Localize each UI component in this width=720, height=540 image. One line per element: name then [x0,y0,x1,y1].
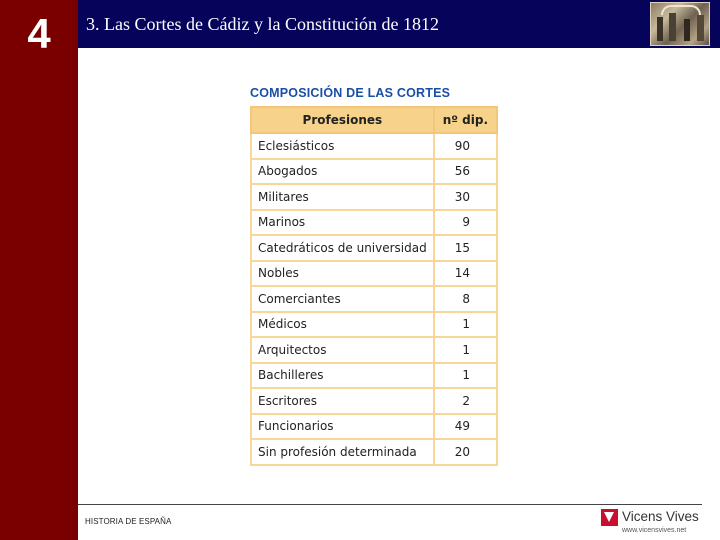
chapter-number: 4 [27,10,51,57]
cortes-composition-table: Profesiones nº dip. Eclesiásticos 90 Aboga… [250,106,499,466]
table-title: COMPOSICIÓN DE LAS CORTES [250,86,451,100]
table-header-row: Profesiones nº dip. [250,106,499,134]
table-row: Escritores 2 [250,387,499,415]
profession-cell: Funcionarios [250,412,435,440]
profession-cell: Eclesiásticos [250,132,435,160]
table-row: Bachilleres 1 [250,361,499,389]
deputies-count-cell: 2 [432,387,499,415]
profession-cell: Bachilleres [250,361,435,389]
footer-divider [78,504,702,505]
table-row: Comerciantes 8 [250,285,499,313]
deputies-count-cell: 14 [432,259,499,287]
deputies-count-cell: 8 [432,285,499,313]
footer-text: HISTORIA DE ESPAÑA [85,517,172,526]
table-row: Abogados 56 [250,157,499,185]
deputies-count-cell: 49 [432,412,499,440]
publisher-url: www.vicensvives.net [622,527,687,534]
deputies-count-cell: 1 [432,336,499,364]
table-row: Eclesiásticos 90 [250,132,499,160]
table-row: Catedráticos de universidad 15 [250,234,499,262]
table-body: Eclesiásticos 90 Abogados 56 Militares 30 Mari… [250,132,499,466]
profession-cell: Militares [250,183,435,211]
deputies-count-cell: 56 [432,157,499,185]
table-row: Funcionarios 49 [250,412,499,440]
profession-cell: Escritores [250,387,435,415]
deputies-count-cell: 15 [432,234,499,262]
column-header-num-diputados: nº dip. [432,106,499,134]
profession-cell: Marinos [250,208,435,236]
column-header-profesiones: Profesiones [250,106,435,134]
table-row: Nobles 14 [250,259,499,287]
slide-header: 3. Las Cortes de Cádiz y la Constitución… [78,0,720,48]
deputies-count-cell: 30 [432,183,499,211]
deputies-count-cell: 1 [432,310,499,338]
header-painting-image [650,2,710,46]
table-row: Arquitectos 1 [250,336,499,364]
table-row: Médicos 1 [250,310,499,338]
profession-cell: Abogados [250,157,435,185]
vicens-vives-logo-icon [601,509,618,526]
profession-cell: Arquitectos [250,336,435,364]
publisher-name: Vicens Vives [622,509,699,524]
table-row: Sin profesión determinada 20 [250,438,499,466]
profession-cell: Catedráticos de universidad [250,234,435,262]
profession-cell: Comerciantes [250,285,435,313]
deputies-count-cell: 1 [432,361,499,389]
table-row: Marinos 9 [250,208,499,236]
chapter-sidebar: 4 [0,0,78,540]
table-row: Militares 30 [250,183,499,211]
deputies-count-cell: 9 [432,208,499,236]
profession-cell: Nobles [250,259,435,287]
profession-cell: Médicos [250,310,435,338]
slide-title: 3. Las Cortes de Cádiz y la Constitución… [86,14,439,34]
profession-cell: Sin profesión determinada [250,438,435,466]
deputies-count-cell: 20 [432,438,499,466]
deputies-count-cell: 90 [432,132,499,160]
